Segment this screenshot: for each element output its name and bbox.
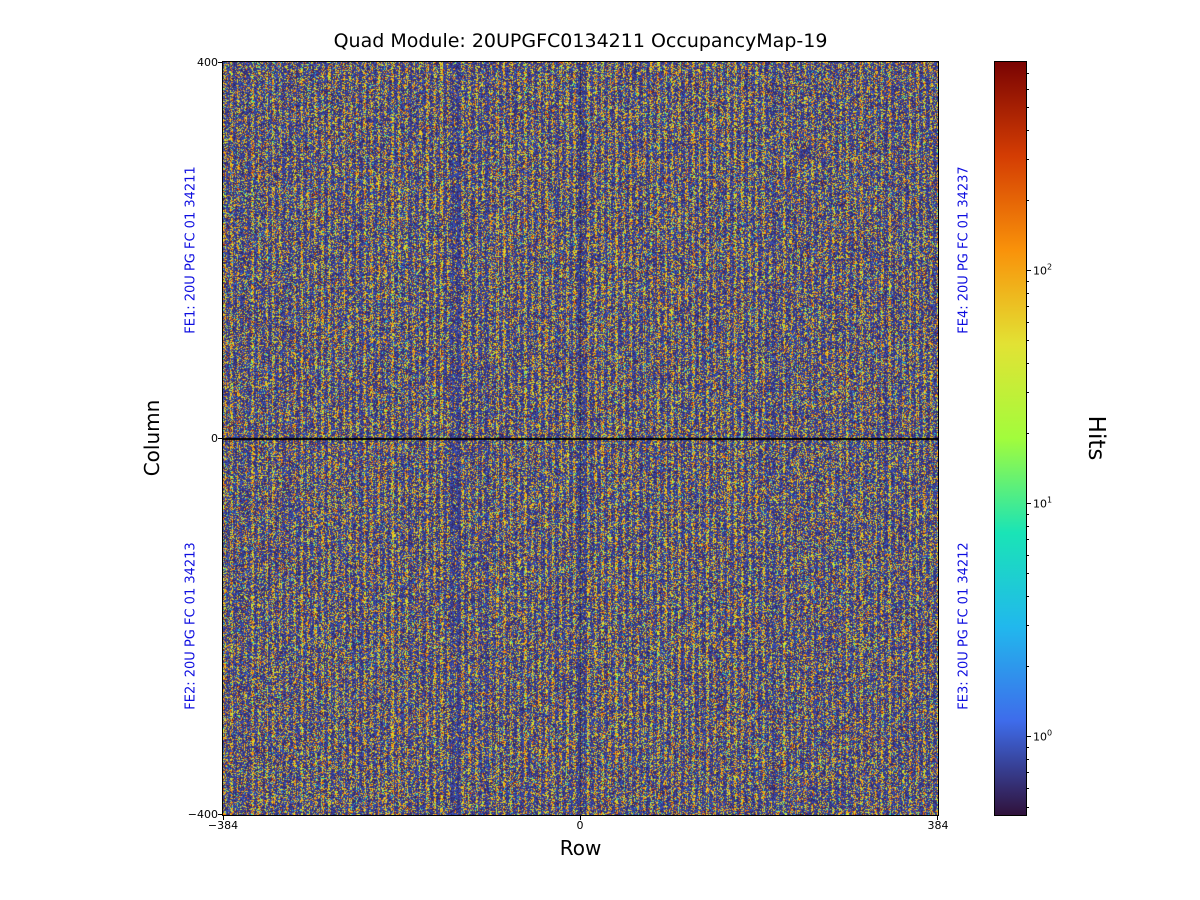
colorbar-minor-tick-mark [1027,340,1029,342]
colorbar-minor-tick-mark [1027,292,1029,294]
colorbar-minor-tick-mark [1027,306,1029,308]
plot-area [222,61,939,816]
colorbar-minor-tick-mark [1027,107,1029,109]
y-tick-mark [218,62,222,63]
colorbar-minor-tick-mark [1027,362,1029,364]
colorbar-minor-tick-mark [1027,758,1029,760]
colorbar-minor-tick-mark [1027,88,1029,90]
y-tick-label: 400 [197,56,218,69]
colorbar-tick-mark [1027,736,1031,738]
colorbar-minor-tick-mark [1027,747,1029,749]
colorbar-minor-tick-mark [1027,625,1029,627]
colorbar-tick-label: 100 [1033,729,1053,744]
colorbar-gradient [995,62,1026,815]
x-tick-mark [937,816,938,820]
y-tick-label: −400 [187,808,218,821]
colorbar-minor-tick-mark [1027,525,1029,527]
x-tick-mark [580,816,581,820]
fe2-label: FE2: 20U PG FC 01 34213 [183,542,199,710]
y-tick-mark [218,438,222,439]
y-tick-mark [218,814,222,815]
colorbar-tick-mark [1027,503,1031,505]
fe1-label: FE1: 20U PG FC 01 34211 [183,166,199,334]
colorbar-minor-tick-mark [1027,321,1029,323]
colorbar-tick-mark [1027,270,1031,271]
colorbar-minor-tick-mark [1027,772,1029,774]
x-tick-mark [223,816,224,820]
y-tick-label: 0 [211,432,218,445]
colorbar-minor-tick-mark [1027,158,1029,160]
colorbar-axis-label: Hits [1083,415,1109,461]
plot-title: Quad Module: 20UPGFC0134211 OccupancyMap… [333,30,828,52]
colorbar-minor-tick-mark [1027,806,1029,808]
colorbar-minor-tick-mark [1027,391,1029,393]
colorbar-tick-label: 101 [1033,495,1053,511]
y-axis-label: Column [140,399,164,477]
colorbar-minor-tick-mark [1027,432,1029,434]
colorbar-minor-tick-mark [1027,554,1029,556]
colorbar-minor-tick-mark [1027,595,1029,597]
occupancy-heatmap-canvas [223,62,938,815]
colorbar-minor-tick-mark [1027,280,1029,282]
colorbar-minor-tick-mark [1027,513,1029,515]
colorbar-minor-tick-mark [1027,539,1029,541]
colorbar-minor-tick-mark [1027,666,1029,668]
fe3-label: FE3: 20U PG FC 01 34212 [956,542,972,710]
x-axis-label: Row [559,836,602,860]
colorbar-minor-tick-mark [1027,199,1029,201]
fe4-label: FE4: 20U PG FC 01 34237 [956,166,972,334]
x-tick-label: 0 [576,819,584,832]
colorbar-minor-tick-mark [1027,72,1029,74]
x-tick-label: −384 [207,819,239,832]
colorbar [994,61,1027,816]
colorbar-tick-label: 102 [1033,262,1053,278]
colorbar-minor-tick-mark [1027,573,1029,575]
x-tick-label: 384 [927,819,949,832]
colorbar-minor-tick-mark [1027,788,1029,790]
colorbar-minor-tick-mark [1027,129,1029,131]
